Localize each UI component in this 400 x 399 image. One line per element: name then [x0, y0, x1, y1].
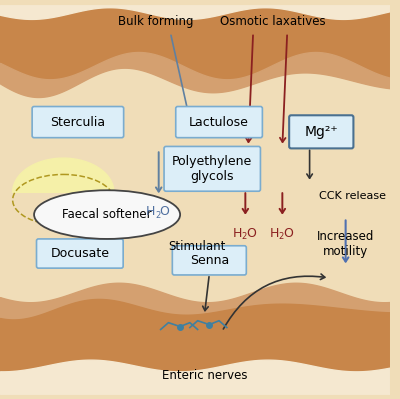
Text: 2: 2 [242, 233, 247, 241]
Text: Docusate: Docusate [50, 247, 109, 260]
FancyBboxPatch shape [32, 107, 124, 138]
FancyBboxPatch shape [176, 107, 262, 138]
FancyBboxPatch shape [164, 146, 260, 191]
Text: Bulk forming: Bulk forming [118, 15, 194, 28]
Text: O: O [246, 227, 256, 239]
FancyBboxPatch shape [36, 239, 123, 268]
Text: Osmotic laxatives: Osmotic laxatives [220, 15, 326, 28]
Polygon shape [13, 158, 114, 192]
Text: H: H [270, 227, 279, 239]
Text: Senna: Senna [190, 254, 229, 267]
Text: Stimulant: Stimulant [168, 240, 225, 253]
FancyBboxPatch shape [289, 115, 354, 148]
Text: Lactulose: Lactulose [189, 116, 249, 128]
Text: 2: 2 [279, 233, 284, 241]
Text: 2: 2 [155, 211, 160, 220]
Text: Faecal softener: Faecal softener [62, 208, 152, 221]
FancyBboxPatch shape [172, 246, 246, 275]
Text: Mg²⁺: Mg²⁺ [304, 125, 338, 139]
Text: CCK release: CCK release [319, 191, 386, 201]
Text: Enteric nerves: Enteric nerves [162, 369, 247, 382]
Text: Polyethylene
glycols: Polyethylene glycols [172, 155, 252, 183]
Text: H: H [146, 205, 156, 218]
Text: Increased
motility: Increased motility [317, 230, 374, 258]
Text: Sterculia: Sterculia [50, 116, 106, 128]
Text: O: O [160, 205, 170, 218]
Ellipse shape [34, 190, 180, 239]
Text: H: H [233, 227, 242, 239]
Text: O: O [283, 227, 293, 239]
